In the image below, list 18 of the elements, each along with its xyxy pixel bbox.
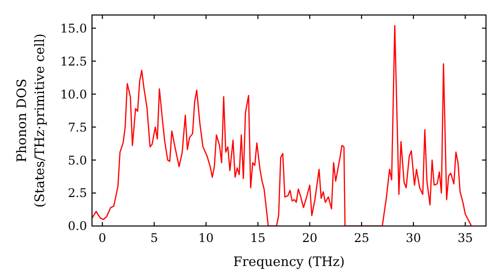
x-tick-label: 25: [354, 231, 370, 245]
x-tick-label: 20: [302, 231, 318, 245]
y-axis-title: Phonon DOS (States/THz·primitive cell): [15, 33, 48, 208]
y-tick-label: 15.0: [60, 21, 87, 36]
x-tick-label: 15: [250, 231, 266, 245]
y-tick-label: 2.5: [68, 186, 87, 200]
x-tick-label: 30: [406, 231, 422, 245]
x-tick-label: 10: [198, 231, 214, 245]
y-tick-label: 5.0: [68, 153, 87, 168]
y-tick-label: 7.5: [68, 120, 87, 134]
y-tick-label: 10.0: [60, 87, 87, 102]
x-tick-label: 35: [458, 231, 473, 245]
x-tick-label: 5: [150, 231, 158, 245]
line-series: [92, 24, 472, 226]
y-tick-label: 12.5: [60, 54, 87, 68]
x-tick-label: 0: [98, 231, 106, 245]
y-tick-label: 0.0: [68, 219, 87, 234]
x-axis-title: Frequency (THz): [233, 255, 345, 270]
